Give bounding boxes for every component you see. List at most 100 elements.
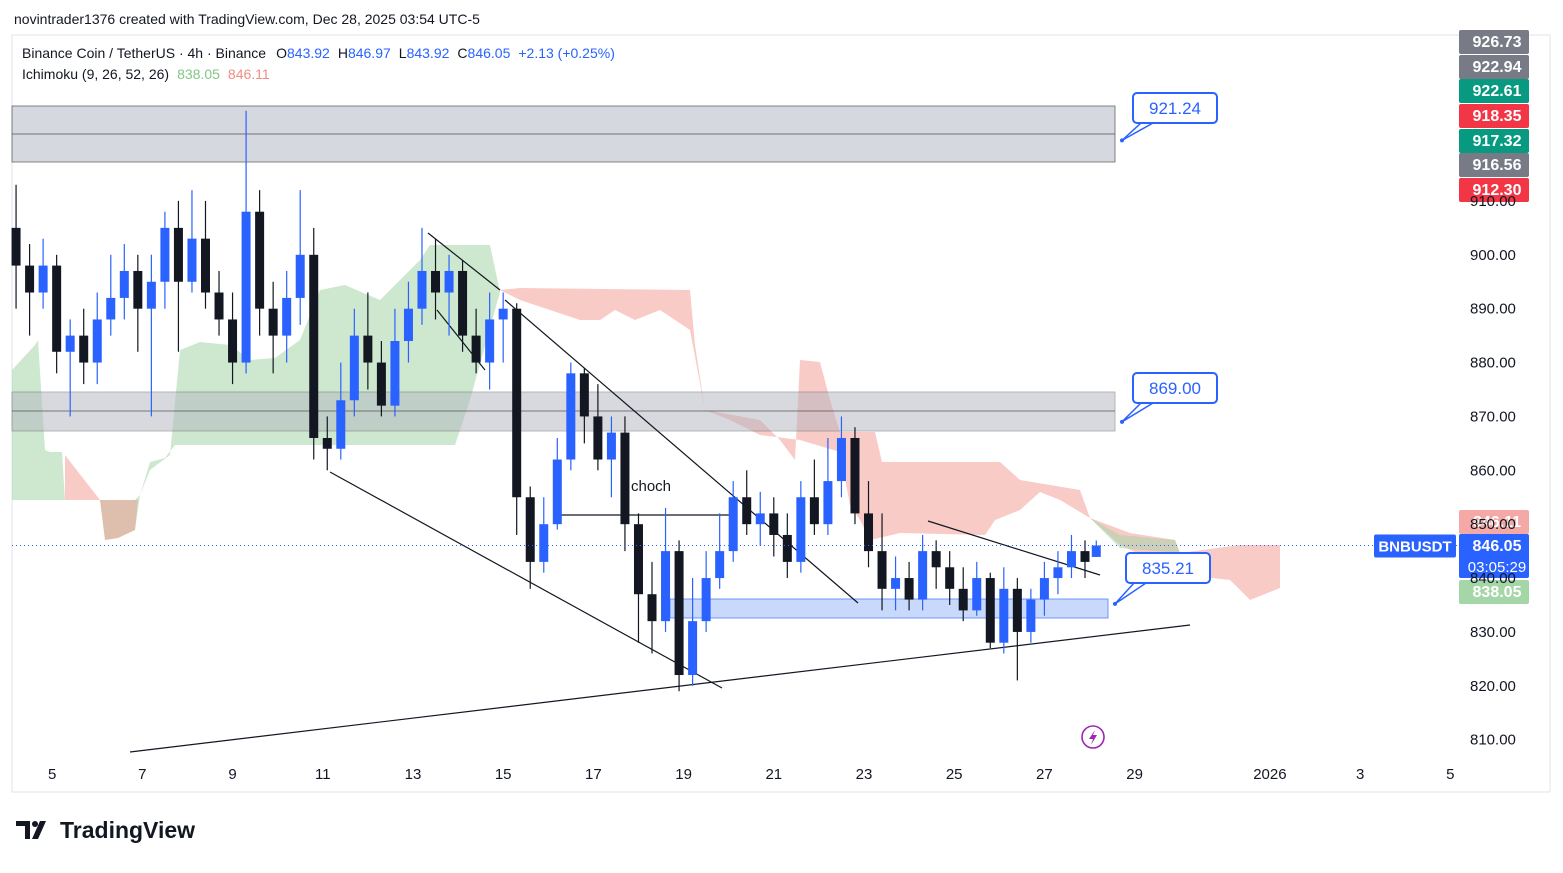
candle-body xyxy=(1091,545,1101,557)
ohlc-value: 846.97 xyxy=(348,45,391,61)
candle-body xyxy=(200,238,210,293)
candle-body xyxy=(309,254,319,438)
supply-zone xyxy=(11,391,1116,432)
price-tag-label: 846.11 xyxy=(1473,514,1521,531)
candle-body xyxy=(593,416,603,460)
cloud-red xyxy=(65,455,138,540)
candle-body xyxy=(728,497,738,552)
candle-body xyxy=(850,437,860,514)
price-tag xyxy=(1459,104,1529,128)
candle-body xyxy=(268,308,278,336)
y-tick-label: 830.00 xyxy=(1470,624,1516,641)
candle-body xyxy=(498,308,508,320)
candle-body xyxy=(1026,599,1036,632)
y-tick-label: 850.00 xyxy=(1470,516,1516,533)
candle-body xyxy=(877,551,887,589)
brand-logo-dot xyxy=(32,821,38,827)
candle-body xyxy=(836,437,846,482)
x-tick-label: 19 xyxy=(675,766,692,783)
candle-body xyxy=(119,270,129,298)
ticker-label: BNBUSDT xyxy=(1378,538,1451,555)
indicator-value: 846.11 xyxy=(228,66,270,82)
y-tick-label: 870.00 xyxy=(1470,408,1516,425)
price-tag-label: 918.35 xyxy=(1473,108,1522,125)
candle-body xyxy=(755,513,765,525)
x-tick-label: 2026 xyxy=(1253,766,1286,783)
candle-body xyxy=(606,432,616,460)
header: novintrader1376 created with TradingView… xyxy=(14,11,480,27)
candle-body xyxy=(255,211,265,309)
cloud-green xyxy=(1090,518,1180,553)
indicator-value: 838.05 xyxy=(177,66,220,82)
overlay: BNBUSDT 921.24 869.00 835.21 926.73 922.94 922… xyxy=(12,30,1529,606)
candle-body xyxy=(579,373,589,417)
price-tag xyxy=(1459,30,1529,54)
candle-body xyxy=(349,335,359,401)
candle-body xyxy=(52,265,62,352)
y-tick-label: 840.00 xyxy=(1470,570,1516,587)
candle-body xyxy=(1066,551,1076,568)
candle-body xyxy=(769,513,779,535)
candle-body xyxy=(864,513,874,552)
event-icon[interactable] xyxy=(1081,725,1105,749)
price-tag-label: 922.61 xyxy=(1473,83,1522,100)
candle-body xyxy=(92,319,102,363)
candle-body xyxy=(552,459,562,525)
candle-body xyxy=(458,270,468,336)
candle-body xyxy=(796,497,806,562)
candle-body xyxy=(65,335,75,352)
candle-body xyxy=(512,308,522,498)
event-icon-bolt xyxy=(1089,730,1097,745)
callout-anchor xyxy=(1120,138,1124,143)
candle-body xyxy=(228,319,238,363)
ohlc-key: L xyxy=(399,45,407,61)
y-tick-label: 890.00 xyxy=(1470,301,1516,318)
candle-body xyxy=(146,281,156,309)
candle-body xyxy=(647,594,657,622)
ohlc-key: C xyxy=(457,45,467,61)
x-tick-label: 9 xyxy=(228,766,236,783)
annotation: choch xyxy=(631,478,671,495)
x-tick-label: 5 xyxy=(48,766,56,783)
x-tick-label: 3 xyxy=(1356,766,1364,783)
candle-body xyxy=(214,292,224,320)
candle-body xyxy=(79,335,89,363)
callout-box xyxy=(1132,92,1218,124)
callout-label: 869.00 xyxy=(1149,379,1201,398)
price-tag-label: 846.05 xyxy=(1473,538,1522,555)
candle-body xyxy=(322,437,332,449)
ohlc-value: 843.92 xyxy=(287,45,330,61)
candle-body xyxy=(985,578,995,643)
candle-body xyxy=(160,227,170,282)
x-tick-label: 11 xyxy=(315,766,331,783)
candle-body xyxy=(958,588,968,611)
candle-body xyxy=(295,254,305,298)
change: +2.13 (+0.25%) xyxy=(518,45,615,61)
brand: TradingView xyxy=(60,817,195,843)
candle-body xyxy=(241,211,251,363)
legend: Binance Coin / TetherUS · 4h · Binance O8… xyxy=(22,45,615,61)
candle-body xyxy=(485,319,495,363)
candle-body xyxy=(972,578,982,611)
price-tag xyxy=(1459,129,1529,153)
candle-body xyxy=(661,551,671,622)
candle-body xyxy=(809,497,819,525)
candle-body xyxy=(674,551,684,676)
x-tick-label: 7 xyxy=(138,766,146,783)
ohlc-key: O xyxy=(276,45,287,61)
candle-body xyxy=(417,270,427,309)
callout-anchor xyxy=(1120,419,1124,424)
trend-line xyxy=(129,624,1191,753)
price-tag-label: 838.05 xyxy=(1473,584,1522,601)
x-tick-label: 23 xyxy=(856,766,873,783)
price-tag-label: 922.94 xyxy=(1473,59,1522,76)
callout-box xyxy=(1132,372,1218,404)
indicator-legend: Ichimoku (9, 26, 52, 26) 838.05 846.11 xyxy=(22,66,270,82)
x-tick-label: 15 xyxy=(495,766,512,783)
y-tick-label: 820.00 xyxy=(1470,678,1516,695)
x-tick-label: 17 xyxy=(585,766,602,783)
price-tag xyxy=(1459,534,1529,578)
candle-body xyxy=(539,524,549,562)
callout-label: 921.24 xyxy=(1149,99,1201,118)
